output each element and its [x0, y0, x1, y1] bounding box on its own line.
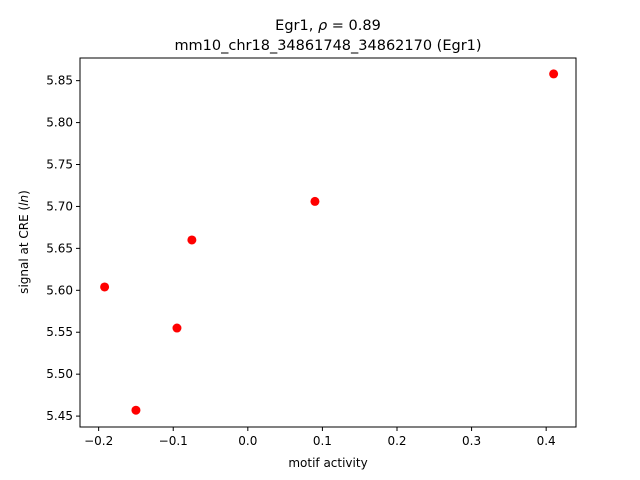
data-points: [100, 69, 559, 415]
data-point: [100, 282, 110, 292]
y-axis-label: signal at CRE (ln): [17, 190, 31, 294]
data-point: [187, 235, 197, 245]
y-tick-label: 5.65: [46, 241, 73, 255]
chart-title-line1: Egr1, ρ = 0.89: [275, 18, 381, 34]
y-tick-label: 5.50: [46, 367, 73, 381]
chart-title-line2: mm10_chr18_34861748_34862170 (Egr1): [174, 38, 481, 54]
y-tick-label: 5.45: [46, 409, 73, 423]
data-point: [310, 196, 320, 206]
y-tick-label: 5.80: [46, 116, 73, 130]
x-tick-label: 0.2: [387, 434, 406, 448]
y-tick-label: 5.55: [46, 325, 73, 339]
data-point: [549, 69, 559, 79]
x-tick-label: 0.1: [313, 434, 332, 448]
x-tick-label: −0.1: [159, 434, 188, 448]
x-tick-label: 0.3: [462, 434, 481, 448]
x-tick-label: 0.4: [537, 434, 556, 448]
x-axis-ticks: −0.2 −0.1 0.0 0.1 0.2 0.3 0.4: [84, 427, 556, 448]
data-point: [131, 405, 141, 415]
x-tick-label: 0.0: [238, 434, 257, 448]
y-axis-ticks: 5.45 5.50 5.55 5.60 5.65 5.70 5.75 5.80 5.85: [46, 74, 80, 423]
y-tick-label: 5.70: [46, 199, 73, 213]
plot-area-frame: [79, 57, 577, 428]
x-axis-label: motif activity: [288, 456, 367, 470]
y-tick-label: 5.85: [46, 74, 73, 88]
data-point: [172, 323, 182, 333]
y-tick-label: 5.75: [46, 158, 73, 172]
y-tick-label: 5.60: [46, 283, 73, 297]
x-tick-label: −0.2: [84, 434, 113, 448]
